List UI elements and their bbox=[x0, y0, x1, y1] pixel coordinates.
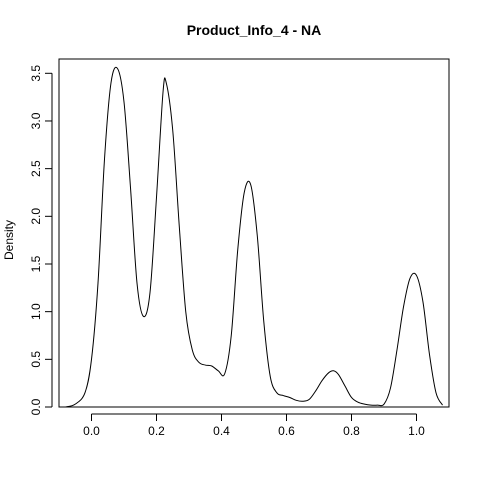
y-tick-label: 3.0 bbox=[29, 112, 43, 129]
y-tick-label: 3.5 bbox=[29, 65, 43, 82]
density-curve bbox=[65, 66, 443, 408]
y-axis: 0.0 0.5 1.0 1.5 2.0 2.5 3.0 3.5 bbox=[29, 65, 53, 415]
x-tick-label: 1.0 bbox=[408, 424, 425, 438]
y-axis-label: Density bbox=[2, 220, 16, 260]
y-tick-label: 0.5 bbox=[29, 351, 43, 368]
y-tick-label: 2.0 bbox=[29, 208, 43, 225]
x-tick-label: 0.6 bbox=[278, 424, 295, 438]
y-tick-label: 0.0 bbox=[29, 398, 43, 415]
x-tick-label: 0.8 bbox=[343, 424, 360, 438]
y-tick-label: 1.5 bbox=[29, 255, 43, 272]
y-tick-label: 2.5 bbox=[29, 160, 43, 177]
plot-area-border bbox=[58, 58, 450, 408]
y-tick-label: 1.0 bbox=[29, 303, 43, 320]
x-axis: 0.0 0.2 0.4 0.6 0.8 1.0 bbox=[83, 413, 425, 438]
x-tick-label: 0.0 bbox=[83, 424, 100, 438]
x-tick-label: 0.4 bbox=[213, 424, 230, 438]
chart-title: Product_Info_4 - NA bbox=[187, 22, 322, 38]
x-tick-label: 0.2 bbox=[148, 424, 165, 438]
